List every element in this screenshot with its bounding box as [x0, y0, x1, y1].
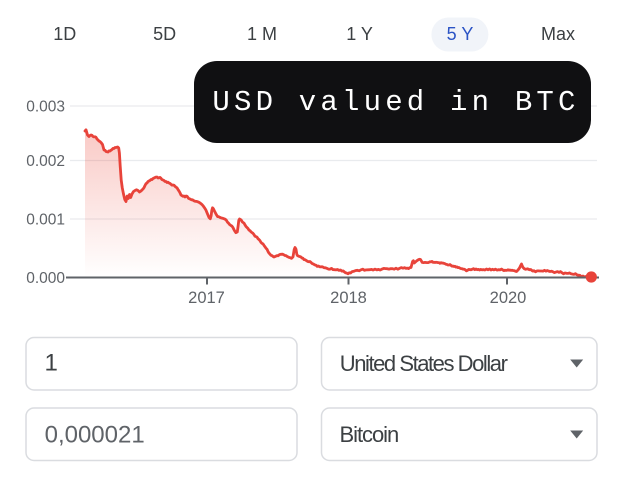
svg-text:2020: 2020 — [490, 289, 527, 307]
svg-text:United States Dollar: United States Dollar — [340, 351, 508, 376]
svg-text:0.000: 0.000 — [26, 270, 65, 287]
svg-text:0,000021: 0,000021 — [45, 422, 145, 449]
svg-text:1 Y: 1 Y — [346, 24, 373, 44]
svg-text:5 Y: 5 Y — [447, 24, 474, 44]
svg-text:5D: 5D — [153, 24, 176, 44]
svg-text:2017: 2017 — [188, 289, 225, 307]
svg-text:Max: Max — [541, 24, 575, 44]
svg-text:USD valued in BTC: USD valued in BTC — [212, 86, 579, 119]
svg-text:0.001: 0.001 — [26, 212, 65, 229]
svg-text:Bitcoin: Bitcoin — [340, 422, 399, 447]
svg-text:1D: 1D — [53, 24, 76, 44]
svg-text:1: 1 — [45, 350, 58, 377]
svg-text:0.002: 0.002 — [26, 153, 65, 170]
svg-text:2018: 2018 — [330, 289, 367, 307]
svg-text:0.003: 0.003 — [26, 99, 65, 116]
svg-text:1 M: 1 M — [247, 24, 277, 44]
